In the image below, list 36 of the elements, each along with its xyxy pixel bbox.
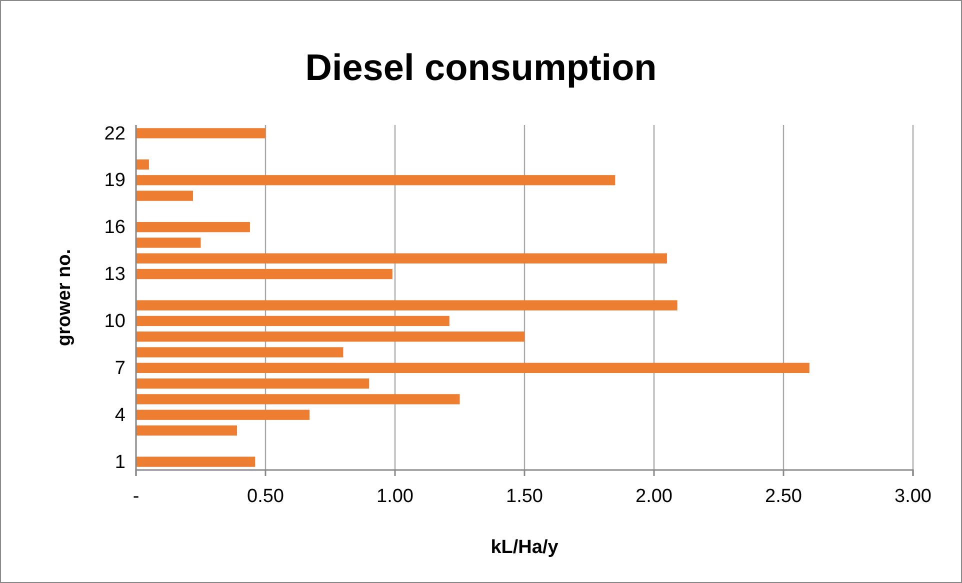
- x-tick-label: -: [132, 486, 140, 507]
- bar: [136, 128, 266, 138]
- bar: [136, 332, 524, 342]
- bar: [136, 238, 201, 248]
- x-tick-label: 0.50: [247, 486, 284, 507]
- y-tick-label: 10: [104, 311, 126, 332]
- y-tick-label: 1: [114, 452, 126, 473]
- bar: [136, 456, 256, 467]
- bar: [136, 316, 450, 326]
- bar: [136, 300, 678, 310]
- bar: [136, 410, 310, 420]
- x-tick-label: 1.50: [506, 486, 543, 507]
- bar: [136, 394, 460, 404]
- bar: [136, 362, 810, 373]
- bar: [136, 378, 370, 389]
- y-tick-label: 4: [114, 404, 126, 426]
- x-axis-title: kL/Ha/y: [490, 537, 559, 558]
- x-tick-label: 1.00: [376, 486, 414, 507]
- bar: [136, 347, 344, 358]
- bar: [136, 268, 392, 280]
- x-tick-label: 3.00: [894, 486, 932, 507]
- chart-title: Diesel consumption: [305, 47, 657, 88]
- y-tick-label: 16: [104, 217, 126, 238]
- y-axis-title: grower no.: [54, 248, 75, 346]
- bar: [136, 190, 193, 201]
- bar: [136, 425, 238, 436]
- y-tick-label: 7: [114, 358, 126, 379]
- bar: [136, 159, 149, 170]
- y-tick-label: 22: [104, 123, 126, 144]
- bar: [136, 253, 667, 264]
- x-tick-label: 2.50: [765, 486, 802, 507]
- bar: [136, 175, 616, 186]
- bar: [136, 222, 250, 232]
- y-tick-label: 19: [104, 170, 126, 192]
- x-tick-label: 2.00: [636, 486, 672, 507]
- y-tick-label: 13: [104, 264, 126, 286]
